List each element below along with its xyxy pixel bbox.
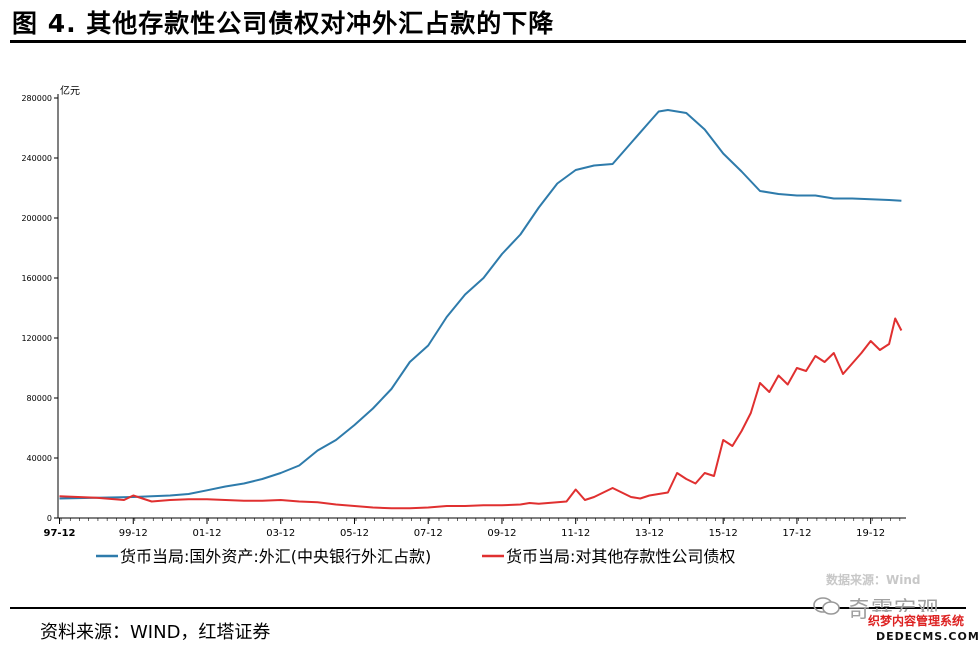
x-tick-label: 97-12 [44,528,76,539]
y-tick-label: 160000 [21,274,52,283]
y-tick-label: 280000 [21,94,52,103]
x-tick-label: 17-12 [782,528,811,539]
source-note: 资料来源：WIND，红塔证券 [40,622,271,643]
wechat-icon [813,597,840,615]
watermark-data-source: 数据来源：Wind [826,573,921,587]
y-tick-label: 80000 [27,394,52,403]
x-tick-label: 19-12 [856,528,885,539]
x-tick-label: 15-12 [709,528,738,539]
y-tick-label: 200000 [21,214,52,223]
x-tick-label: 03-12 [266,528,295,539]
watermark-domain: DEDECMS.COM [876,630,980,643]
source-rule [10,607,966,609]
chart-title: 图 4. 其他存款性公司债权对冲外汇占款的下降 [12,9,555,38]
legend-label-2: 货币当局:对其他存款性公司债权 [506,547,735,566]
chart-series [59,109,903,510]
x-tick-label: 11-12 [561,528,590,539]
title-rule [10,40,966,43]
line-chart: 亿元 0 40000 80000 120000 160000 200000 240000 28… [21,84,906,566]
y-tick-label: 120000 [21,334,52,343]
x-tick-label: 01-12 [192,528,221,539]
y-axis-unit-label: 亿元 [60,84,80,97]
chart-legend: 货币当局:国外资产:外汇(中央银行外汇占款) 货币当局:对其他存款性公司债权 [96,547,735,566]
legend-label-1: 货币当局:国外资产:外汇(中央银行外汇占款) [120,547,431,566]
y-tick-label: 240000 [21,154,52,163]
x-tick-label: 13-12 [635,528,664,539]
x-tick-label: 05-12 [340,528,369,539]
y-tick-label: 40000 [27,454,52,463]
chart-axes: 0 40000 80000 120000 160000 200000 240000 28000… [21,94,906,539]
x-tick-label: 99-12 [119,528,148,539]
x-tick-label: 09-12 [487,528,516,539]
series-line-1 [59,109,902,500]
watermark-cms: 织梦内容管理系统 [868,612,965,629]
y-tick-label: 0 [47,514,52,523]
x-tick-label: 07-12 [414,528,443,539]
series-line-2 [59,317,903,510]
